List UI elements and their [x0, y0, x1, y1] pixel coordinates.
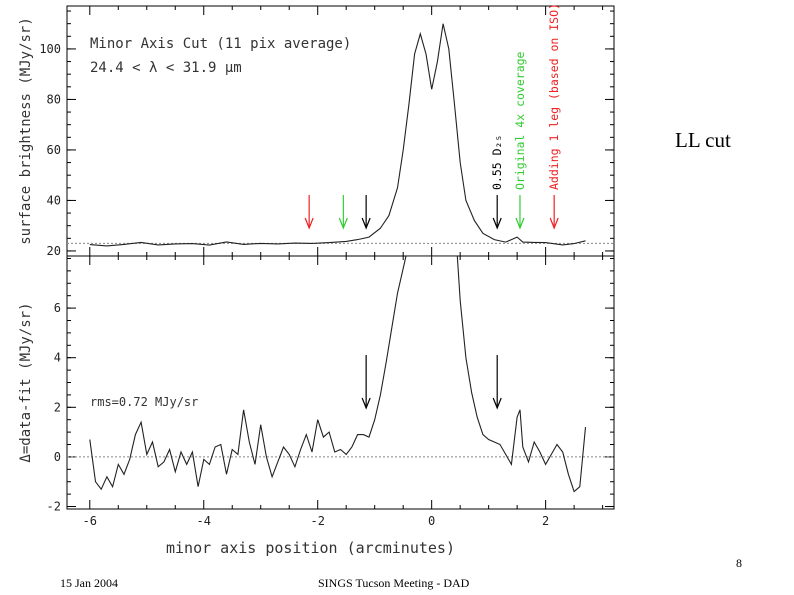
marker-arrow-head [492, 397, 502, 410]
x-tick-label: -2 [310, 514, 324, 528]
x-tick-label: 0 [428, 514, 435, 528]
marker-arrow-head [549, 217, 559, 230]
y-axis-label: surface brightness (MJy/sr) [18, 17, 34, 245]
x-axis-label: minor axis position (arcminutes) [166, 539, 455, 557]
marker-arrow-head [304, 217, 314, 230]
top-panel: 20 40 60 80 100 surface brightness (MJy/sr) Mi… [18, 3, 615, 258]
y-tick-label: 60 [47, 143, 61, 157]
x-tick-label: -4 [197, 514, 211, 528]
series-line [89, 256, 587, 493]
y-tick-label: 6 [54, 301, 61, 315]
chart-subtitle: 24.4 < λ < 31.9 μm [90, 60, 242, 76]
y-tick-label: 20 [47, 244, 61, 258]
marker-arrow-head [361, 397, 371, 410]
series-line [89, 23, 586, 247]
y-tick-label: 40 [47, 193, 61, 207]
annotation-label: Original 4x coverage [513, 51, 527, 190]
y-tick-label: 80 [47, 92, 61, 106]
x-tick-label: -6 [83, 514, 97, 528]
footer-meeting: SINGS Tucson Meeting - DAD [318, 576, 470, 590]
x-tick-label: 2 [542, 514, 549, 528]
page-number: 8 [736, 556, 742, 570]
y-tick-label: 0 [54, 450, 61, 464]
footer-date: 15 Jan 2004 [60, 576, 118, 590]
marker-arrow-head [515, 217, 525, 230]
chart-title: Minor Axis Cut (11 pix average) [90, 36, 351, 52]
rms-annotation: rms=0.72 MJy/sr [90, 395, 198, 409]
annotation-label: Adding 1 leg (based on ISO) [547, 3, 561, 190]
slide-title: LL cut [675, 128, 731, 152]
bottom-panel: -2 0 2 4 6 -6 -4 -2 0 2 Δ=data-fit (MJy/sr) rms=0.7… [18, 255, 615, 557]
y-axis-label: Δ=data-fit (MJy/sr) [18, 302, 34, 462]
marker-arrow-head [338, 217, 348, 230]
marker-arrow-head [492, 217, 502, 230]
plot-frame [66, 255, 615, 510]
marker-arrow-head [361, 217, 371, 230]
y-tick-label: 4 [54, 351, 61, 365]
y-tick-label: -2 [47, 500, 61, 514]
annotation-label: 0.55 D₂₅ [490, 135, 504, 190]
y-tick-label: 100 [39, 42, 61, 56]
y-tick-label: 2 [54, 400, 61, 414]
